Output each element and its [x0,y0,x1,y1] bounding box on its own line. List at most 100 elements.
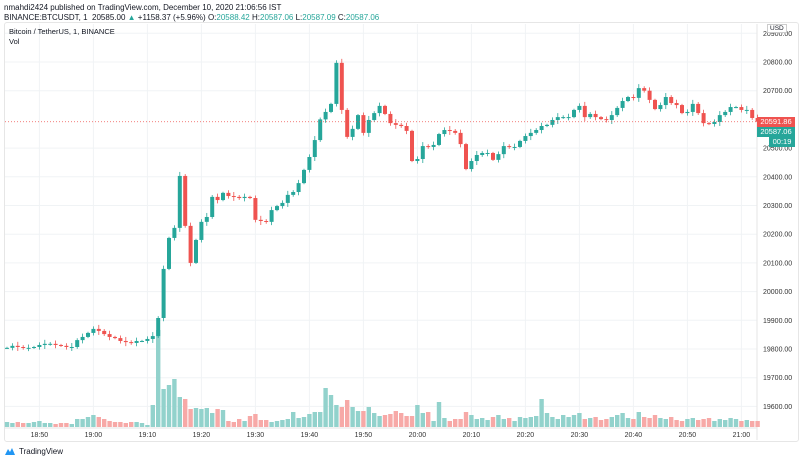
volume-bar [566,417,571,427]
publish-info: nmahdi2424 published on TradingView.com,… [4,3,282,12]
candle-body [275,206,279,211]
volume-bar [291,412,296,427]
volume-bar [107,421,112,427]
volume-bar [426,412,431,427]
candle-body [539,126,544,131]
volume-bar [717,419,722,427]
volume-bar [15,422,20,427]
y-tick-label: 20800.00 [763,60,792,67]
volume-bar [609,417,614,427]
volume-bar [539,399,544,427]
volume-bar [436,402,442,427]
volume-bar [350,407,355,427]
candle-body [129,342,134,344]
volume-bar [339,407,344,427]
candle-body [48,343,53,345]
y-tick-label: 20900.00 [763,31,792,38]
volume-bar [21,423,26,427]
volume-bar [4,422,10,427]
candle-body [291,192,296,195]
x-tick-label: 19:50 [355,432,373,439]
series-legend: Bitcoin / TetherUS, 1, BINANCE [9,27,115,36]
candle-body [210,196,215,217]
candle-body [64,345,69,347]
chart-frame [4,22,799,442]
candle-body [161,268,166,319]
volume-bar [161,389,166,427]
candle-body [464,144,468,170]
candle-body [447,130,452,132]
candle-body [545,124,549,127]
volume-bar [96,417,101,427]
candle-body [383,105,387,114]
candle-body [156,318,161,337]
candle-body [642,88,647,91]
candle-body [96,328,101,331]
candle-body [750,109,755,118]
x-tick-label: 20:50 [679,432,697,439]
candle-body [269,210,274,222]
volume-bar [458,419,463,427]
candle-body [339,62,344,110]
candle-body [318,119,323,141]
x-tick-label: 19:20 [193,432,211,439]
volume-bar [285,419,290,427]
candle-body [32,346,36,348]
volume-bar [625,418,631,427]
bid-price-tag: 20587.06 [757,127,795,137]
candle-body [258,219,263,221]
volume-bar [91,415,96,427]
volume-bar [58,423,64,427]
candle-body [177,175,182,228]
volume-bar [199,409,204,427]
x-tick-label: 18:50 [31,432,49,439]
volume-bar [274,421,280,427]
candle-body [572,109,576,118]
volume-bar [53,424,58,427]
volume-bar [750,421,755,427]
volume-bar [679,421,685,427]
volume-bar [490,417,496,427]
candle-body [593,113,598,118]
candle-body [167,237,171,269]
candle-body [534,130,539,133]
candle-body [183,175,188,226]
candle-body [523,136,528,141]
candle-body [248,196,252,199]
volume-bar [755,421,760,427]
volume-bar [102,419,107,427]
candle-body [377,105,382,114]
y-tick-label: 20200.00 [763,232,792,239]
candle-body [480,152,485,155]
candle-body [626,97,630,102]
tradingview-logo[interactable]: TradingView [4,447,63,456]
tradingview-cloud-icon [5,448,15,455]
volume-bar [593,417,598,427]
volume-bar [658,418,663,427]
volume-bar [480,418,485,427]
candle-body [577,105,582,110]
volume-bar [663,419,668,427]
volume-bar [696,420,701,427]
y-tick-label: 19600.00 [763,404,792,411]
candle-body [426,146,431,148]
volume-bar [685,419,690,427]
volume-bar [636,412,641,427]
volume-bar [674,420,679,427]
candle-body [609,115,614,120]
volume-bar [210,413,215,427]
volume-bar [377,416,382,427]
volume-bar [301,417,307,427]
currency-label[interactable]: USD [767,24,787,33]
candle-body [215,196,220,201]
volume-bar [453,419,458,427]
volume-bar [242,421,247,427]
volume-bar [744,420,749,427]
x-tick-label: 20:20 [517,432,535,439]
close-value: 20587.06 [345,13,380,22]
countdown-tag: 00:19 [769,137,795,147]
candle-body [231,196,236,198]
candle-body [86,332,90,337]
volume-bar [588,418,593,427]
